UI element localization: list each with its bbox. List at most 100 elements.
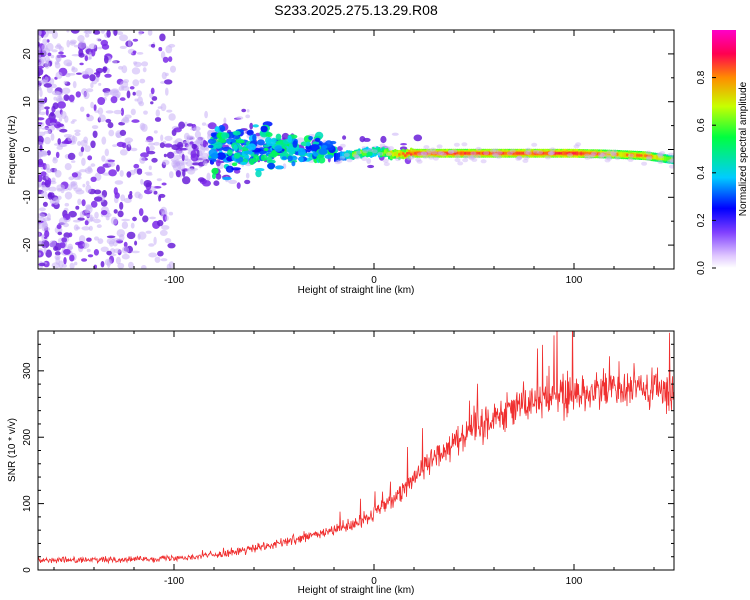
heatmap-cell [86, 248, 91, 253]
ridge-cell [490, 152, 493, 155]
heatmap-cell [163, 153, 167, 158]
heatmap-cell [187, 167, 195, 172]
heatmap-cell [160, 258, 168, 262]
heatmap-cell [63, 80, 68, 85]
heatmap-cell [246, 129, 254, 136]
heatmap-cell [41, 190, 48, 198]
ridge-cell [502, 152, 505, 155]
colorbar-tick-label: 0.4 [696, 165, 707, 179]
heatmap-cell [89, 216, 94, 222]
heatmap-cell [367, 164, 375, 169]
ridge-cell [570, 152, 573, 155]
heatmap-cell [218, 125, 226, 133]
heatmap-cell [173, 150, 181, 155]
heatmap-cell [531, 142, 538, 147]
heatmap-cell [195, 138, 202, 144]
heatmap-cell [49, 240, 57, 248]
heatmap-cell [178, 121, 186, 129]
heatmap-cell [126, 171, 132, 178]
heatmap-cell [40, 171, 47, 177]
heatmap-cell [39, 56, 46, 63]
heatmap-cell [41, 221, 48, 229]
heatmap-cell [236, 182, 241, 190]
ridge-cell [544, 152, 547, 155]
heatmap-cell [38, 213, 46, 219]
ridge-cell [412, 152, 415, 155]
heatmap-cell [318, 148, 328, 155]
heatmap-cell [113, 209, 118, 214]
heatmap-cell [169, 171, 174, 179]
heatmap-cell [104, 55, 109, 64]
heatmap-cell [203, 160, 208, 166]
heatmap-cell [94, 211, 99, 219]
ridge-cell [434, 152, 437, 155]
y-tick-label: -20 [22, 237, 33, 252]
heatmap-cell [71, 160, 76, 163]
heatmap-cell [645, 150, 652, 155]
heatmap-cell [440, 152, 447, 157]
heatmap-cell [400, 143, 407, 146]
heatmap-cell [132, 91, 136, 96]
heatmap-cell [182, 176, 191, 185]
ridge-cell [628, 152, 631, 158]
heatmap-cell [337, 146, 343, 152]
heatmap-cell [81, 258, 88, 262]
heatmap-cell [266, 156, 273, 162]
ridge-cell [416, 152, 419, 155]
heatmap-cell [86, 113, 90, 118]
heatmap-cell [148, 165, 152, 171]
y-tick-label: 20 [22, 48, 33, 60]
heatmap-cell [84, 167, 93, 174]
heatmap-cell [121, 118, 130, 124]
heatmap-cell [383, 162, 390, 167]
heatmap-cell [141, 61, 149, 67]
heatmap-cell [133, 163, 140, 169]
x-tick-label: 100 [566, 576, 583, 587]
heatmap-cell [87, 254, 94, 258]
ridge-cell [428, 152, 431, 155]
heatmap-cell [38, 30, 42, 37]
heatmap-cell [483, 151, 490, 156]
heatmap-cell [166, 109, 173, 113]
heatmap-cell [93, 189, 102, 195]
heatmap-cell [173, 127, 182, 133]
heatmap-cell [72, 81, 77, 89]
heatmap-cell [43, 83, 53, 88]
heatmap-cell [584, 153, 591, 158]
heatmap-cell [93, 30, 101, 35]
heatmap-cell [85, 205, 93, 214]
ridge-cell [486, 152, 489, 155]
heatmap-cell [312, 141, 320, 145]
heatmap-cell [495, 154, 502, 159]
heatmap-cell [81, 157, 86, 166]
ridge-cell [548, 152, 551, 155]
heatmap-cell [610, 152, 617, 157]
heatmap-cell [215, 173, 222, 180]
ridge-cell [588, 152, 591, 155]
heatmap-cell [362, 149, 369, 154]
heatmap-cell [147, 30, 153, 36]
ridge-cell [342, 152, 345, 159]
heatmap-cell [63, 248, 71, 255]
ridge-cell [560, 152, 563, 155]
ridge-cell [408, 152, 411, 155]
ridge-cell [354, 151, 357, 156]
heatmap-cell [611, 149, 618, 154]
heatmap-cell [105, 118, 112, 123]
ridge-cell [670, 157, 673, 162]
ridge-cell [532, 152, 535, 155]
heatmap-cell [544, 155, 551, 160]
heatmap-cell [38, 117, 45, 121]
heatmap-cell [39, 89, 43, 98]
heatmap-cell [133, 61, 142, 67]
heatmap-cell [227, 149, 233, 157]
heatmap-cell [233, 153, 241, 159]
heatmap-cell [105, 110, 114, 114]
y-tick-label: 0 [22, 567, 33, 573]
heatmap-cell [58, 217, 67, 226]
heatmap-cell [136, 52, 144, 55]
heatmap-cell [53, 246, 59, 252]
heatmap-cell [82, 183, 86, 188]
heatmap-cell [115, 256, 121, 265]
heatmap-cell [57, 231, 63, 236]
